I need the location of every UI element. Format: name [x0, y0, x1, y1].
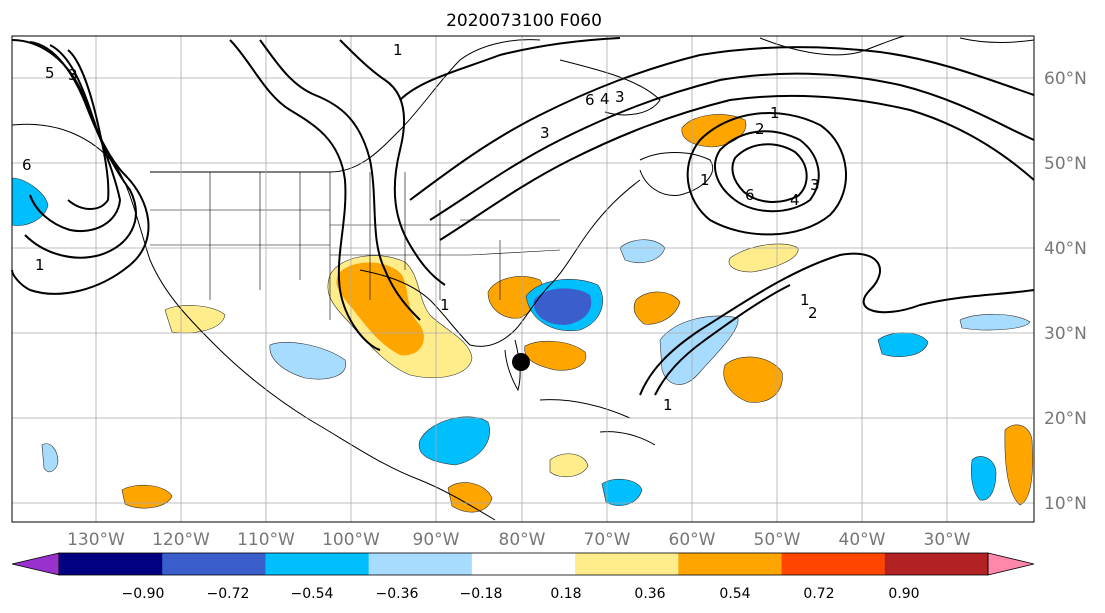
- contour-label: 1: [35, 256, 45, 274]
- colorbar-over-arrow: [987, 552, 1035, 576]
- colorbar-segment: [575, 553, 679, 575]
- colorbar-tick-label: 0.54: [719, 586, 750, 602]
- colorbar-segment: [59, 553, 163, 575]
- colorbar-segments: [59, 553, 989, 575]
- lat-label: 20°N: [1044, 409, 1087, 429]
- map-border: [11, 35, 1035, 523]
- colorbar-tick-label: −0.18: [460, 586, 503, 602]
- colorbar: −0.90 −0.72 −0.54 −0.36 −0.18 0.18 0.36 …: [11, 552, 1035, 602]
- contour-label: 2: [808, 304, 818, 322]
- colorbar-tick-label: 0.72: [803, 586, 834, 602]
- lon-label: 30°W: [924, 530, 971, 550]
- lat-label: 40°N: [1044, 239, 1087, 259]
- contour-label-group: 5 3 6 1 1 3 6 4 3 1 2 3 4 6 1 2 1 1 1: [22, 41, 820, 414]
- lon-label: 110°W: [237, 530, 295, 550]
- longitude-labels: 130°W 120°W 110°W 100°W 90°W 80°W 70°W 6…: [67, 530, 971, 550]
- contour-label: 3: [540, 124, 550, 142]
- contour-label: 6: [585, 91, 595, 109]
- cold-anomaly-caribbean-south: [601, 478, 643, 506]
- warm-anomaly-atlantic-1: [728, 243, 799, 273]
- contour-label: 1: [700, 171, 710, 189]
- contour-label: 1: [393, 41, 403, 59]
- contour-label: 6: [745, 186, 755, 204]
- colorbar-tick-label: −0.54: [291, 586, 334, 602]
- colorbar-segment: [678, 553, 783, 575]
- contour-label: 1: [770, 104, 780, 122]
- lon-label: 120°W: [152, 530, 210, 550]
- cold-anomaly-mexico: [269, 342, 347, 380]
- colorbar-segment: [162, 553, 266, 575]
- warm-anomaly-atlantic-2: [633, 291, 681, 325]
- colorbar-tick-label: −0.36: [376, 586, 419, 602]
- warm-anomaly-pacific: [121, 484, 173, 509]
- contour-label: 1: [440, 296, 450, 314]
- colorbar-segment: [265, 553, 370, 575]
- colorbar-segment: [884, 553, 989, 575]
- contour-label: 3: [810, 176, 820, 194]
- shaded-anomalies: [11, 114, 1033, 513]
- colorbar-tick-label: −0.72: [207, 586, 250, 602]
- lat-label: 60°N: [1044, 69, 1087, 89]
- storm-position-marker: [512, 353, 530, 371]
- colorbar-segment: [471, 553, 576, 575]
- warm-anomaly-panama: [447, 482, 493, 513]
- lon-label: 70°W: [584, 530, 631, 550]
- contour-label: 3: [68, 66, 78, 84]
- lon-label: 50°W: [754, 530, 801, 550]
- cold-anomaly-pacific-west: [11, 177, 49, 226]
- figure-title: 2020073100 F060: [446, 11, 602, 31]
- lat-label: 30°N: [1044, 324, 1087, 344]
- contour-label: 1: [800, 291, 810, 309]
- colorbar-tick-label: 0.18: [550, 586, 581, 602]
- colorbar-tick-label: 0.90: [888, 586, 919, 602]
- warm-anomaly-caribbean: [549, 453, 589, 478]
- lon-label: 60°W: [669, 530, 716, 550]
- lon-label: 130°W: [67, 530, 125, 550]
- cold-anomaly-atlantic-3: [877, 332, 929, 357]
- cold-anomaly-gulf-honduras: [418, 416, 490, 466]
- colorbar-under-arrow: [11, 552, 60, 576]
- contour-label: 1: [663, 396, 673, 414]
- lat-label: 50°N: [1044, 154, 1087, 174]
- colorbar-tick-label: −0.90: [122, 586, 165, 602]
- contour-lines: [11, 37, 1035, 396]
- cold-anomaly-east-atlantic: [970, 456, 997, 501]
- lat-label: 10°N: [1044, 494, 1087, 514]
- colorbar-segment: [781, 553, 886, 575]
- cold-anomaly-atlantic-4: [959, 313, 1031, 331]
- cold-anomaly-pacific-south: [41, 443, 59, 473]
- lon-label: 90°W: [413, 530, 460, 550]
- warm-anomaly-atlantic-3: [723, 356, 783, 403]
- lon-label: 100°W: [322, 530, 380, 550]
- state-borders: [150, 172, 561, 320]
- contour-label: 5: [45, 64, 55, 82]
- lon-label: 40°W: [839, 530, 886, 550]
- contour-label: 6: [22, 156, 32, 174]
- contour-label: 4: [790, 191, 800, 209]
- warm-anomaly-east-atlantic: [1004, 424, 1033, 506]
- colorbar-segment: [368, 553, 473, 575]
- warm-anomaly-central-us-core: [336, 262, 424, 356]
- latitude-labels: 60°N 50°N 40°N 30°N 20°N 10°N: [1044, 69, 1087, 514]
- lon-label: 80°W: [499, 530, 546, 550]
- colorbar-outline: [58, 552, 989, 576]
- warm-anomaly-florida: [524, 340, 587, 371]
- map-panel: 5 3 6 1 1 3 6 4 3 1 2 3 4 6 1 2 1 1 1: [11, 35, 1035, 523]
- cold-anomaly-carolinas-core: [533, 288, 592, 325]
- contour-label: 4: [600, 90, 610, 108]
- gridlines: [12, 36, 1034, 522]
- contour-label: 2: [755, 120, 765, 138]
- contour-label: 3: [615, 88, 625, 106]
- coastlines: [11, 35, 1035, 521]
- colorbar-tick-label: 0.36: [634, 586, 665, 602]
